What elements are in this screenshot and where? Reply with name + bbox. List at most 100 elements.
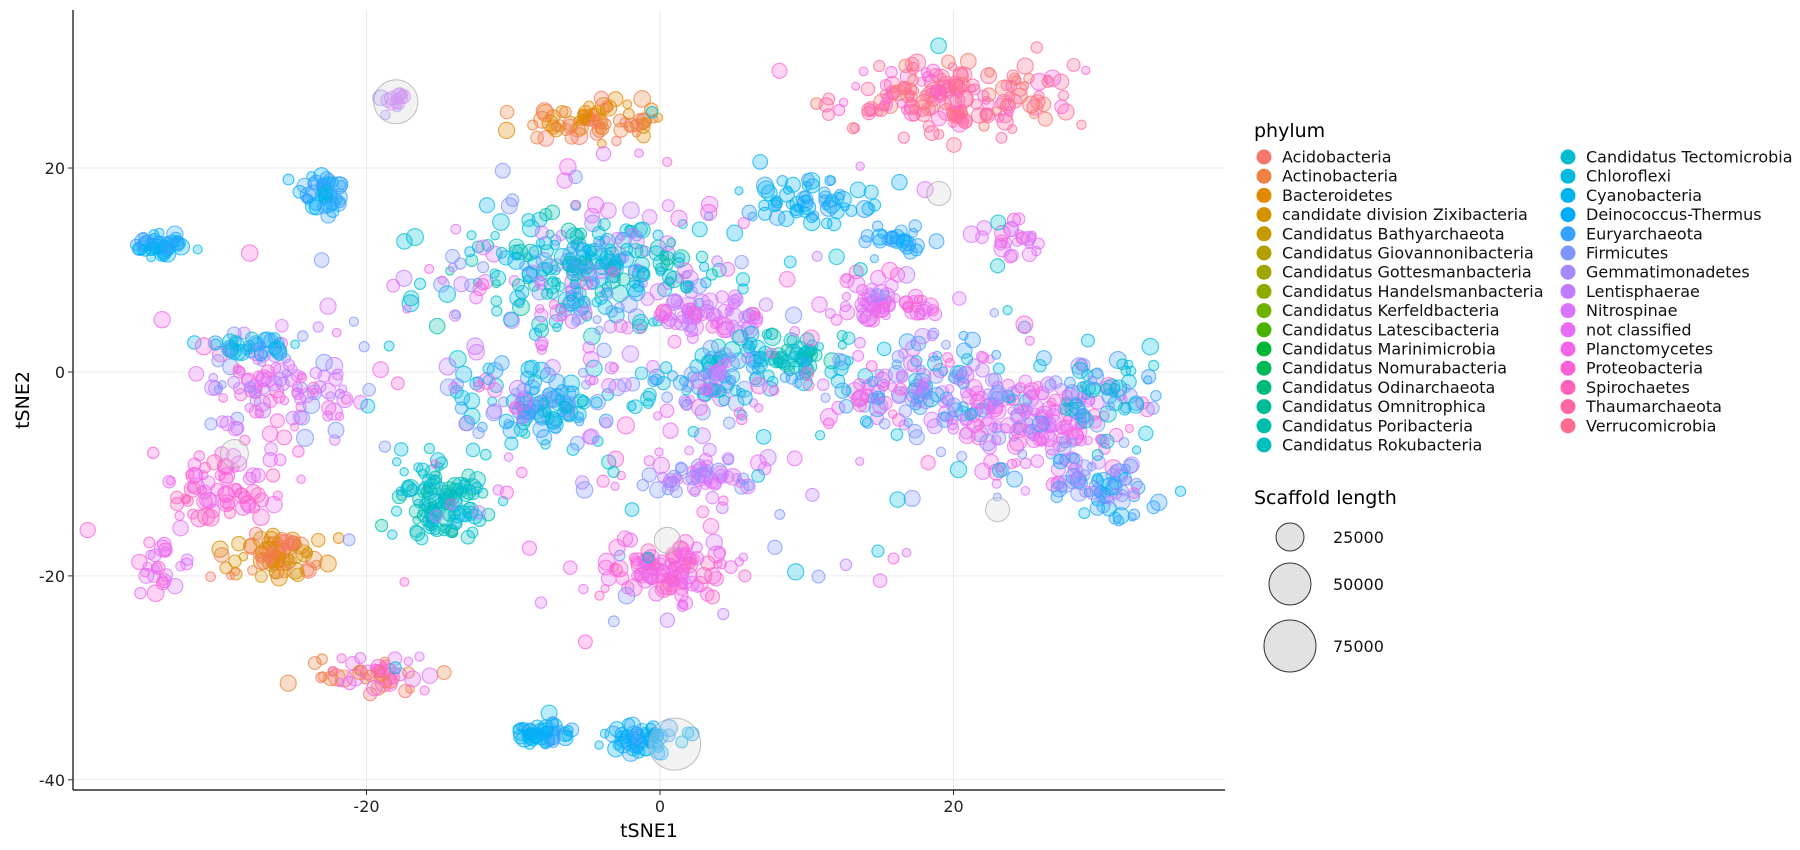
data-point	[213, 384, 223, 394]
data-point	[600, 583, 610, 594]
data-point	[909, 398, 922, 411]
data-point	[661, 572, 672, 582]
data-point	[747, 211, 758, 222]
data-point-large	[985, 497, 1011, 523]
data-point	[523, 379, 541, 396]
data-point	[247, 565, 258, 576]
data-point	[656, 376, 671, 391]
data-point	[206, 454, 223, 471]
data-point	[977, 351, 990, 364]
data-point	[834, 188, 846, 201]
data-point	[915, 367, 932, 384]
data-point	[463, 392, 481, 410]
legend-label: Candidatus Tectomicrobia	[1586, 148, 1793, 167]
data-point	[289, 422, 300, 432]
data-point	[447, 527, 459, 539]
data-point	[659, 612, 676, 628]
data-point	[949, 460, 968, 479]
data-point	[466, 230, 477, 241]
data-point	[272, 490, 284, 501]
data-point	[467, 487, 480, 501]
data-point	[741, 352, 753, 364]
data-point	[423, 442, 436, 455]
data-point	[299, 387, 315, 404]
data-point	[1000, 423, 1011, 434]
data-point	[264, 442, 278, 456]
data-point	[758, 297, 774, 312]
data-point	[156, 536, 172, 552]
data-point	[802, 172, 821, 190]
data-point	[631, 745, 646, 759]
data-point	[215, 415, 229, 428]
data-point	[490, 295, 503, 307]
data-point	[275, 377, 291, 392]
data-point	[360, 398, 376, 414]
data-point	[153, 311, 171, 329]
legend-swatch	[1256, 283, 1272, 299]
data-point	[784, 176, 801, 193]
data-point	[607, 91, 624, 108]
data-point	[577, 367, 589, 378]
data-point	[720, 261, 736, 277]
data-point	[898, 58, 913, 73]
data-point	[679, 576, 693, 590]
data-point	[599, 728, 610, 739]
data-point	[540, 439, 551, 450]
data-point	[975, 362, 990, 378]
data-point	[129, 238, 142, 251]
legend-swatch	[1256, 379, 1272, 395]
data-point	[601, 377, 617, 394]
data-point	[990, 214, 1007, 231]
data-point	[245, 467, 261, 484]
data-point	[546, 416, 564, 434]
data-point	[535, 252, 553, 269]
data-point	[801, 172, 815, 187]
data-point	[674, 252, 686, 263]
data-point	[811, 296, 828, 313]
data-point	[166, 577, 184, 595]
data-point	[388, 661, 402, 675]
data-point	[703, 476, 713, 486]
data-point	[955, 76, 970, 92]
data-point	[738, 569, 752, 583]
data-point	[491, 305, 503, 317]
data-point	[324, 402, 343, 421]
legend-label: Candidatus Latescibacteria	[1282, 320, 1500, 339]
data-point	[587, 196, 605, 214]
data-point	[534, 304, 545, 314]
data-point	[659, 403, 675, 418]
data-point	[659, 361, 673, 374]
data-point	[424, 263, 435, 275]
data-point	[319, 297, 337, 315]
data-point	[553, 119, 567, 133]
data-point	[503, 452, 514, 462]
data-point	[821, 217, 833, 230]
legend-swatch	[1256, 341, 1272, 357]
data-point	[190, 509, 209, 528]
data-point	[717, 607, 730, 621]
legend-label: Cyanobacteria	[1586, 186, 1702, 205]
data-point	[640, 291, 655, 307]
data-point	[1022, 95, 1041, 114]
data-point	[1020, 457, 1032, 470]
data-point	[700, 195, 719, 214]
data-point	[1127, 512, 1137, 522]
data-point	[1087, 375, 1098, 386]
data-point	[690, 398, 709, 416]
data-point	[871, 544, 885, 558]
data-point	[992, 362, 1005, 375]
data-point	[546, 275, 559, 288]
data-point	[424, 464, 441, 481]
data-point	[991, 478, 1002, 489]
legend-swatch	[1256, 360, 1272, 376]
data-point	[828, 248, 845, 266]
data-point	[907, 74, 919, 86]
data-point	[845, 204, 858, 217]
data-point	[887, 382, 898, 393]
data-point	[1013, 82, 1028, 97]
data-point	[957, 114, 973, 130]
data-point	[795, 190, 814, 209]
data-point	[725, 319, 740, 334]
data-point	[583, 327, 601, 346]
data-point	[859, 415, 872, 428]
